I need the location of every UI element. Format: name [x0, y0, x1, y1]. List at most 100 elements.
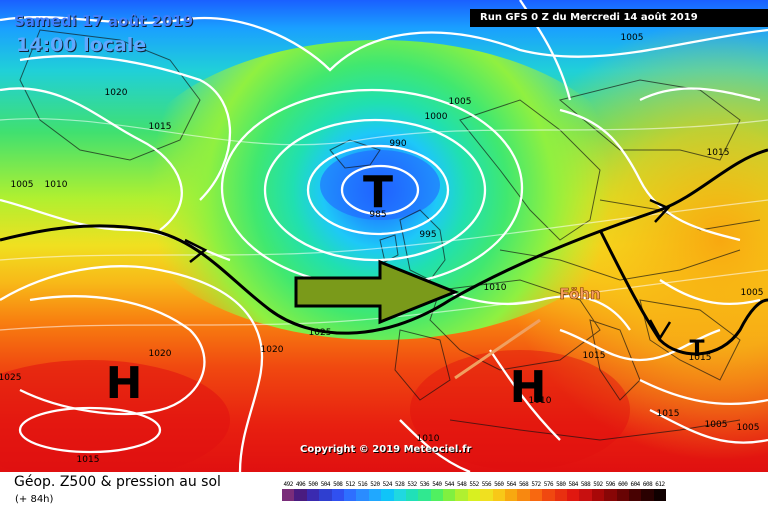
isobar-label: 1015 — [149, 122, 172, 132]
scale-swatch — [356, 489, 369, 501]
scale-value: 588 — [580, 481, 591, 488]
scale-step: 604 — [628, 480, 642, 501]
isobar-label: 985 — [369, 210, 386, 220]
scale-value: 512 — [345, 481, 355, 488]
scale-step: 560 — [492, 480, 506, 501]
isobar-label: 1015 — [77, 455, 100, 465]
scale-step: 524 — [381, 480, 394, 501]
isobar-label: 1010 — [529, 396, 552, 406]
scale-step: 528 — [393, 480, 406, 501]
isobar-label: 1020 — [261, 345, 284, 355]
scale-swatch — [381, 489, 394, 501]
high-pressure-symbol: H — [106, 358, 143, 409]
scale-swatch — [604, 489, 617, 501]
scale-step: 548 — [455, 480, 468, 501]
scale-value: 604 — [630, 481, 640, 488]
scale-swatch — [616, 489, 629, 501]
fohn-arrow — [454, 318, 541, 380]
scale-value: 516 — [357, 481, 368, 488]
scale-swatch — [430, 489, 444, 501]
isobar-label: 995 — [419, 230, 436, 240]
scale-swatch — [418, 489, 431, 501]
isobar-label: 1005 — [741, 288, 764, 298]
scale-value: 520 — [370, 481, 380, 488]
scale-value: 592 — [593, 481, 603, 488]
scale-swatch — [393, 489, 406, 501]
scale-value: 524 — [382, 481, 393, 488]
scale-swatch — [641, 489, 654, 501]
isobar-label: 1015 — [707, 148, 730, 158]
scale-value: 576 — [543, 481, 554, 488]
scale-step: 512 — [343, 480, 357, 501]
scale-value: 556 — [481, 481, 492, 488]
scale-step: 612 — [653, 480, 667, 501]
scale-value: 572 — [531, 481, 541, 488]
scale-swatch — [343, 489, 357, 501]
local-time: 14:00 locale — [16, 34, 147, 56]
isobar-label: 1005 — [11, 180, 34, 190]
scale-swatch — [566, 489, 580, 501]
scale-step: 568 — [517, 480, 530, 501]
scale-step: 492 — [282, 480, 295, 501]
scale-step: 496 — [294, 480, 307, 501]
scale-value: 492 — [283, 481, 294, 488]
scale-swatch — [542, 489, 555, 501]
forecast-hour: (+ 84h) — [15, 494, 54, 505]
isobar-label: 1025 — [309, 328, 332, 338]
low-pressure-symbol: T — [363, 167, 393, 218]
scale-swatch — [368, 489, 382, 501]
scale-value: 532 — [407, 481, 417, 488]
scale-step: 532 — [405, 480, 419, 501]
scale-step: 584 — [566, 480, 580, 501]
isobar-label: 1005 — [705, 420, 728, 430]
scale-swatch — [517, 489, 530, 501]
scale-step: 596 — [604, 480, 617, 501]
scale-step: 564 — [505, 480, 518, 501]
scale-step: 520 — [368, 480, 382, 501]
isobar-label: 1025 — [0, 373, 21, 383]
geopotential-lines — [0, 118, 768, 331]
scale-swatch — [653, 489, 667, 501]
isobar-label: 1010 — [417, 434, 440, 444]
scale-swatch — [505, 489, 518, 501]
color-scale: 492 496 500 504 508 512 516 520 524 528 532 536 540 5… — [282, 480, 667, 501]
copyright-notice: Copyright © 2019 Meteociel.fr — [300, 444, 472, 455]
isobar-label: 1005 — [737, 423, 760, 433]
scale-swatch — [480, 489, 493, 501]
scale-swatch — [554, 489, 567, 501]
scale-value: 564 — [506, 481, 517, 488]
low-pressure-symbol: T — [689, 337, 704, 362]
scale-step: 536 — [418, 480, 431, 501]
jet-stream-axis — [0, 148, 768, 356]
scale-swatch — [529, 489, 543, 501]
scale-step: 572 — [529, 480, 543, 501]
scale-swatch — [282, 489, 295, 501]
scale-step: 508 — [331, 480, 344, 501]
scale-step: 588 — [579, 480, 592, 501]
scale-swatch — [294, 489, 307, 501]
scale-value: 560 — [494, 481, 504, 488]
isobar-label: 1010 — [45, 180, 68, 190]
scale-step: 500 — [306, 480, 320, 501]
scale-swatch — [405, 489, 419, 501]
scale-swatch — [579, 489, 592, 501]
scale-value: 508 — [333, 481, 343, 488]
scale-value: 580 — [556, 481, 566, 488]
isobar-label: 1015 — [657, 409, 680, 419]
scale-step: 608 — [641, 480, 654, 501]
isobar-label: 1015 — [689, 353, 712, 363]
isobar-label: 1015 — [583, 351, 606, 361]
scale-value: 528 — [395, 481, 405, 488]
scale-value: 500 — [308, 481, 318, 488]
scale-step: 516 — [356, 480, 369, 501]
isobar-label: 990 — [389, 139, 406, 149]
isobar-label: 1005 — [621, 33, 644, 43]
fohn-annotation: Föhn — [559, 285, 600, 303]
scale-value: 536 — [419, 481, 430, 488]
flow-arrow — [294, 259, 460, 325]
scale-swatch — [306, 489, 320, 501]
high-pressure-symbol: H — [510, 362, 547, 413]
scale-swatch — [331, 489, 344, 501]
